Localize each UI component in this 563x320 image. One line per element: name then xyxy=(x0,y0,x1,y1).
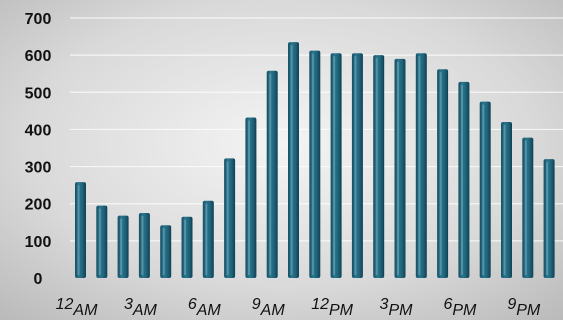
bar xyxy=(415,53,427,279)
bar xyxy=(394,58,406,278)
bar xyxy=(479,101,491,278)
bar xyxy=(75,182,86,278)
bar xyxy=(138,213,150,278)
bar xyxy=(117,215,129,278)
bar xyxy=(501,122,512,278)
bar xyxy=(373,55,385,279)
x-tick-label: 9PM xyxy=(507,296,541,319)
x-tick-label: 6PM xyxy=(443,296,477,319)
y-tick-label: 500 xyxy=(25,85,52,102)
bar xyxy=(181,216,193,278)
bar xyxy=(351,53,363,279)
y-tick-label: 0 xyxy=(34,271,43,288)
bar xyxy=(96,205,108,278)
bar xyxy=(266,70,278,278)
bar xyxy=(245,117,257,279)
bar xyxy=(330,53,342,279)
bar xyxy=(543,159,555,278)
x-tick-label: 3PM xyxy=(380,296,414,319)
bar xyxy=(202,200,214,278)
y-tick-label: 600 xyxy=(25,48,52,65)
x-tick-label: 12PM xyxy=(311,296,353,319)
bar xyxy=(458,81,470,278)
y-tick-label: 200 xyxy=(25,197,52,214)
x-tick-label: 9AM xyxy=(252,296,286,319)
y-tick-label: 100 xyxy=(25,234,52,251)
y-tick-label: 700 xyxy=(25,11,52,28)
y-tick-label: 400 xyxy=(25,122,52,139)
bar xyxy=(288,42,299,279)
x-tick-label: 12AM xyxy=(56,296,98,319)
y-tick-label: 300 xyxy=(25,160,52,177)
x-tick-label: 6AM xyxy=(188,296,222,319)
bar xyxy=(437,69,449,278)
bar xyxy=(309,50,321,278)
bar xyxy=(522,137,534,278)
bar xyxy=(160,225,172,278)
x-tick-label: 3AM xyxy=(124,296,158,319)
bar xyxy=(224,158,236,278)
